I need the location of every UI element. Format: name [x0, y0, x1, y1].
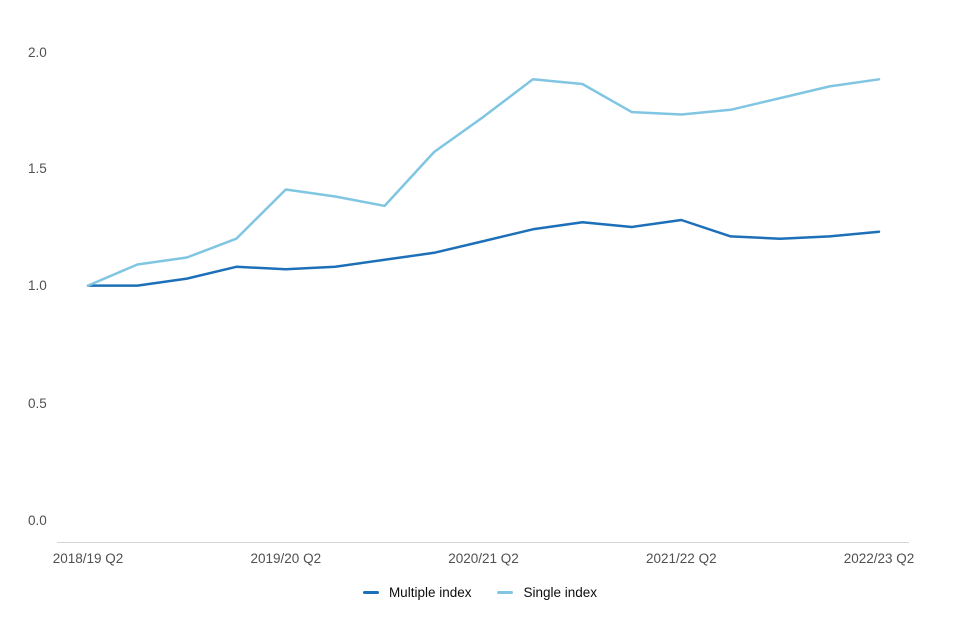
x-tick-label-2021-22-q2: 2021/22 Q2: [646, 551, 717, 566]
y-tick-label-2.0: 2.0: [28, 45, 47, 60]
y-axis-tick-labels: 2.0 1.5 1.0 0.5 0.0: [28, 45, 47, 528]
x-tick-label-2018-19-q2: 2018/19 Q2: [53, 551, 124, 566]
legend-swatch-multiple-index: [362, 591, 379, 595]
legend-item-multiple-index: Multiple index: [362, 585, 472, 600]
y-tick-label-0.0: 0.0: [28, 513, 47, 528]
single-index-line: [86, 78, 881, 287]
y-tick-label-0.5: 0.5: [28, 396, 47, 411]
legend-swatch-single-index: [497, 591, 514, 595]
legend-label-single-index: Single index: [523, 585, 598, 600]
x-axis-tick-labels: 2018/19 Q2 2019/20 Q2 2020/21 Q2 2021/22…: [53, 551, 915, 566]
x-tick-label-2019-20-q2: 2019/20 Q2: [251, 551, 322, 566]
legend: Multiple index Single index: [0, 586, 960, 600]
legend-label-multiple-index: Multiple index: [388, 585, 472, 600]
x-tick-label-2020-21-q2: 2020/21 Q2: [448, 551, 519, 566]
plot-area: 2.0 1.5 1.0 0.5 0.0 2018/19 Q2 2019/20 Q…: [28, 45, 915, 566]
legend-item-single-index: Single index: [497, 586, 597, 600]
multiple-index-line: [86, 218, 881, 287]
y-tick-label-1.0: 1.0: [28, 278, 47, 293]
y-tick-label-1.5: 1.5: [28, 161, 47, 176]
x-tick-label-2022-23-q2: 2022/23 Q2: [844, 551, 915, 566]
series-lines: [86, 78, 881, 287]
